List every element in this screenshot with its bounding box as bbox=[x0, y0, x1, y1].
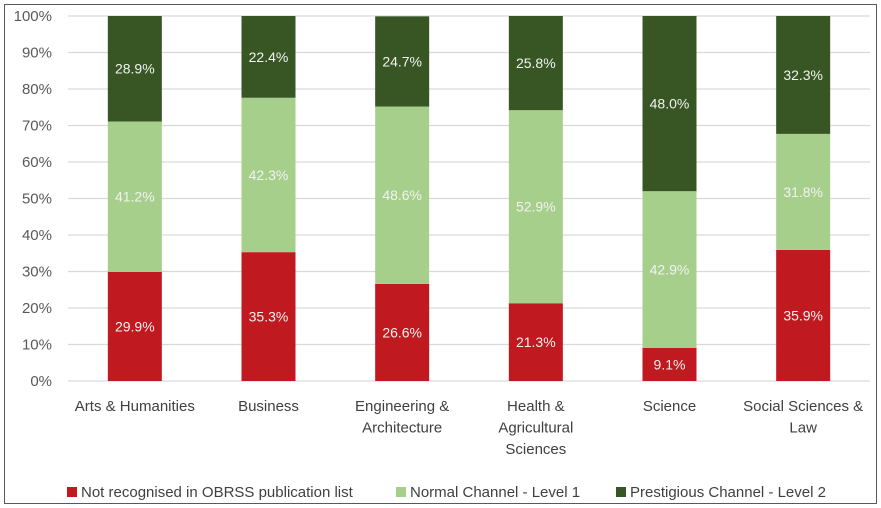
data-label: 41.2% bbox=[115, 189, 155, 205]
bar-segment bbox=[776, 16, 831, 134]
data-label: 21.3% bbox=[516, 334, 556, 350]
legend-label: Normal Channel - Level 1 bbox=[410, 484, 580, 501]
y-tick-label: 50% bbox=[22, 191, 52, 208]
bar-segment bbox=[642, 347, 697, 381]
y-tick-label: 0% bbox=[30, 373, 52, 390]
data-label: 42.3% bbox=[249, 167, 289, 183]
data-label: 26.6% bbox=[382, 324, 422, 340]
bar-segment bbox=[508, 16, 563, 111]
bar-segment bbox=[107, 121, 162, 272]
data-label: 29.9% bbox=[115, 318, 155, 334]
y-tick-label: 90% bbox=[22, 45, 52, 62]
x-category-label: Science bbox=[643, 398, 696, 415]
data-label: 35.3% bbox=[249, 309, 289, 325]
bar-segment bbox=[508, 110, 563, 304]
y-tick-label: 100% bbox=[14, 8, 52, 25]
bar-segment bbox=[107, 271, 162, 381]
y-tick-label: 30% bbox=[22, 264, 52, 281]
x-category-label: Arts & Humanities bbox=[75, 398, 195, 415]
bar-segment bbox=[107, 16, 162, 122]
x-category-label: Health & Agricultural Sciences bbox=[498, 398, 573, 458]
y-tick-label: 10% bbox=[22, 337, 52, 354]
y-tick-label: 60% bbox=[22, 154, 52, 171]
data-label: 25.8% bbox=[516, 55, 556, 71]
bar-segment bbox=[642, 191, 697, 348]
data-label: 22.4% bbox=[249, 49, 289, 65]
bar-segment bbox=[241, 97, 296, 253]
data-label: 35.9% bbox=[783, 307, 823, 323]
y-tick-label: 70% bbox=[22, 118, 52, 135]
legend-swatch bbox=[616, 487, 626, 497]
x-category-label: Social Sciences & Law bbox=[743, 398, 863, 437]
bar-segment bbox=[375, 106, 430, 284]
bar-segment bbox=[375, 283, 430, 381]
data-label: 9.1% bbox=[654, 356, 686, 372]
x-category-label: Business bbox=[238, 398, 299, 415]
data-label: 28.9% bbox=[115, 61, 155, 77]
legend-label: Prestigious Channel - Level 2 bbox=[630, 484, 826, 501]
data-label: 31.8% bbox=[783, 184, 823, 200]
bar-segment bbox=[776, 133, 831, 250]
data-label: 52.9% bbox=[516, 199, 556, 215]
bar-segment bbox=[241, 16, 296, 98]
legend-swatch bbox=[67, 487, 77, 497]
bar-segment bbox=[241, 252, 296, 381]
legend-swatch bbox=[396, 487, 406, 497]
bar-segment bbox=[375, 16, 430, 107]
y-tick-label: 80% bbox=[22, 81, 52, 98]
legend-label: Not recognised in OBRSS publication list bbox=[81, 484, 354, 501]
data-label: 24.7% bbox=[382, 53, 422, 69]
y-tick-label: 40% bbox=[22, 227, 52, 244]
data-label: 48.0% bbox=[650, 96, 690, 112]
data-label: 32.3% bbox=[783, 67, 823, 83]
data-label: 48.6% bbox=[382, 187, 422, 203]
bar-segment bbox=[776, 249, 831, 381]
data-label: 42.9% bbox=[650, 261, 690, 277]
bar-segment bbox=[508, 303, 563, 381]
bar-segment bbox=[642, 16, 697, 192]
x-category-label: Engineering & Architecture bbox=[355, 398, 449, 437]
y-tick-label: 20% bbox=[22, 300, 52, 317]
